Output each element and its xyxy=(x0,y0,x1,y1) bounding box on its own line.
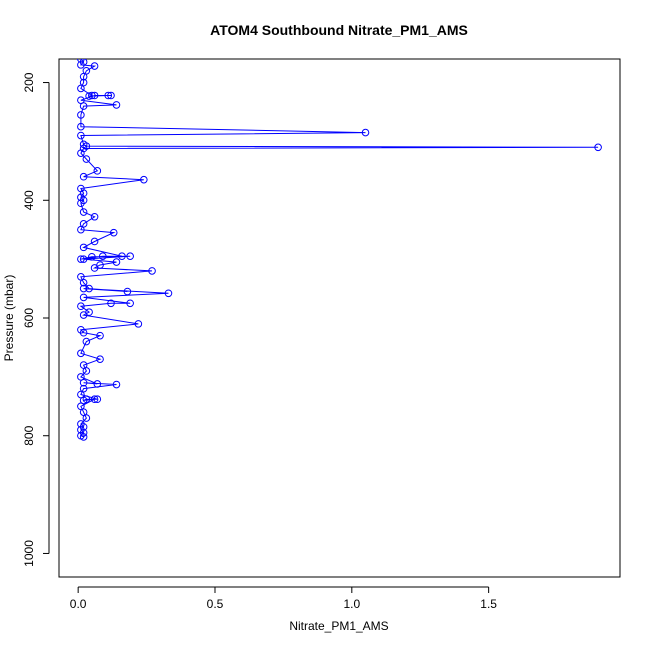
data-point xyxy=(79,255,88,263)
data-point xyxy=(118,252,126,260)
data-point xyxy=(107,299,115,308)
data-point xyxy=(77,131,85,140)
data-point xyxy=(88,252,96,261)
data-point xyxy=(77,61,85,69)
x-tick-label: 0.0 xyxy=(70,597,87,611)
data-point xyxy=(77,149,85,157)
data-point xyxy=(126,299,134,308)
x-axis: 0.0 0.5 1.0 1.5 xyxy=(70,586,497,611)
data-point xyxy=(79,378,88,387)
data-point xyxy=(112,258,121,266)
data-point xyxy=(79,328,88,337)
data-point xyxy=(134,320,143,328)
data-point xyxy=(164,289,173,298)
data-point xyxy=(77,255,85,263)
data-point xyxy=(82,337,91,346)
y-tick-label: 800 xyxy=(22,425,36,445)
data-point xyxy=(79,172,88,181)
data-point xyxy=(90,264,99,272)
data-point xyxy=(594,143,602,152)
y-axis-label: Pressure (mbar) xyxy=(2,275,16,362)
chart-title: ATOM4 Southbound Nitrate_PM1_AMS xyxy=(210,22,468,38)
series-line xyxy=(79,59,599,438)
data-point xyxy=(79,102,88,110)
data-point xyxy=(79,284,88,293)
data-point xyxy=(77,302,85,311)
y-tick-label: 1000 xyxy=(22,540,36,567)
data-series xyxy=(77,59,602,441)
data-point xyxy=(82,155,91,163)
data-point xyxy=(148,267,156,275)
data-point xyxy=(79,72,88,81)
data-point xyxy=(77,225,85,234)
y-tick-label: 400 xyxy=(22,190,36,210)
x-tick-label: 1.5 xyxy=(480,597,497,611)
data-point xyxy=(112,380,121,389)
data-point xyxy=(79,293,88,302)
data-point xyxy=(88,91,96,100)
data-point xyxy=(90,395,99,404)
data-point xyxy=(126,252,134,260)
data-point xyxy=(93,167,102,175)
data-point xyxy=(77,122,85,131)
data-point xyxy=(79,243,88,252)
y-tick-label: 600 xyxy=(22,308,36,328)
data-point xyxy=(77,349,85,358)
data-point xyxy=(96,331,104,340)
data-point xyxy=(90,62,99,70)
x-axis-label: Nitrate_PM1_AMS xyxy=(289,619,388,633)
data-point xyxy=(90,91,99,100)
y-axis: 200 400 600 800 1000 xyxy=(22,72,50,567)
data-point xyxy=(93,380,102,388)
y-tick-label: 200 xyxy=(22,72,36,92)
data-point xyxy=(79,311,88,319)
data-point xyxy=(85,284,93,293)
data-point xyxy=(90,237,99,246)
data-point xyxy=(93,395,102,404)
data-point xyxy=(123,287,132,296)
data-point xyxy=(77,111,85,119)
data-point xyxy=(90,212,99,221)
data-point xyxy=(361,128,370,137)
data-point xyxy=(112,101,121,109)
data-point xyxy=(107,91,115,100)
data-point xyxy=(96,355,104,364)
data-point xyxy=(79,433,88,441)
plot-frame xyxy=(58,58,621,578)
data-point xyxy=(77,199,85,208)
data-point xyxy=(79,278,88,287)
data-point xyxy=(82,367,91,375)
data-point xyxy=(82,414,91,422)
data-point xyxy=(140,175,148,184)
data-point xyxy=(109,228,118,237)
data-point xyxy=(104,91,113,100)
data-point xyxy=(77,84,85,93)
data-point xyxy=(98,252,107,260)
x-tick-label: 0.5 xyxy=(207,597,224,611)
x-tick-label: 1.0 xyxy=(343,597,360,611)
data-point xyxy=(79,208,88,216)
data-point xyxy=(85,92,93,100)
